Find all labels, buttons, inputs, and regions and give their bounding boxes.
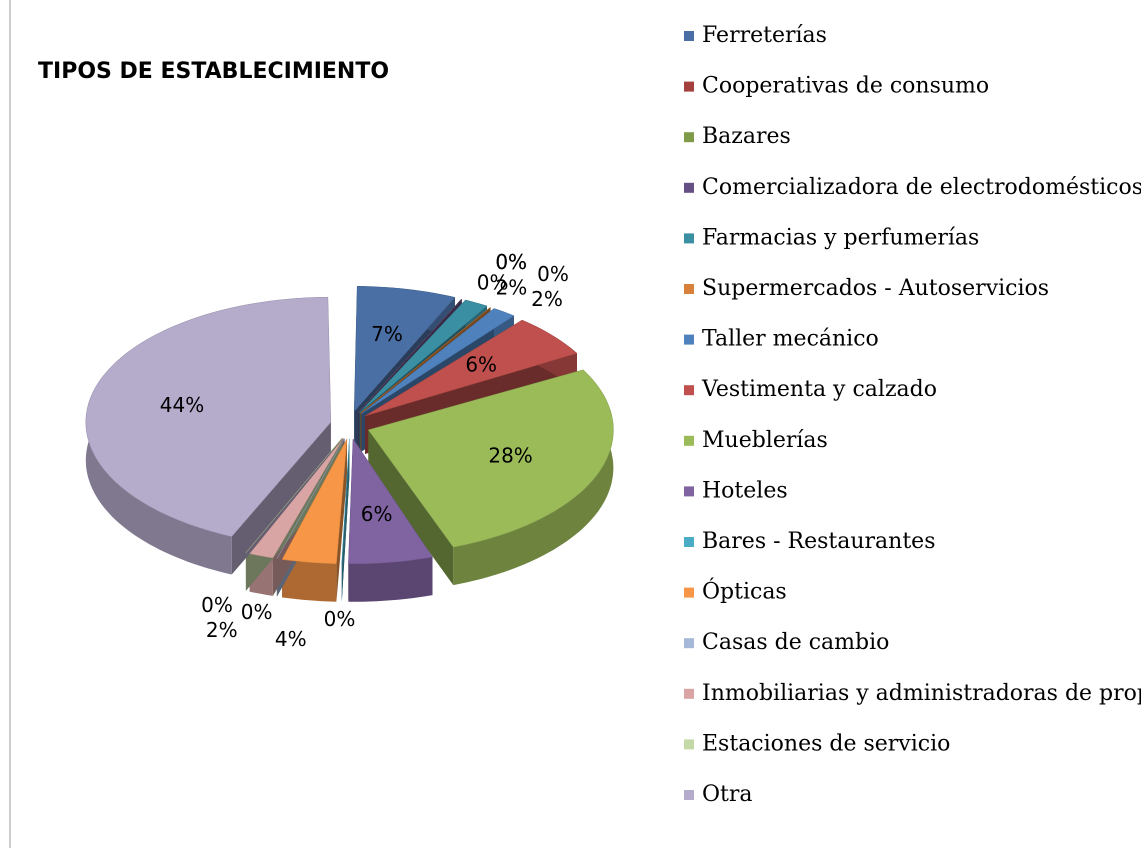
legend-label: Comercializadora de electrodomésticos bbox=[702, 175, 1141, 200]
data-label: 2% bbox=[531, 287, 563, 311]
data-label: 0% bbox=[324, 607, 356, 631]
data-label: 0% bbox=[495, 250, 527, 274]
legend-label: Farmacias y perfumerías bbox=[702, 225, 979, 250]
legend-label: Taller mecánico bbox=[702, 327, 879, 352]
legend-label: Hoteles bbox=[702, 478, 788, 503]
data-label: 0% bbox=[537, 262, 569, 286]
legend-label: Bares - Restaurantes bbox=[702, 529, 935, 554]
slice bbox=[358, 298, 462, 413]
legend-label: Cooperativas de consumo bbox=[702, 74, 989, 99]
legend-swatch bbox=[684, 182, 694, 193]
slice bbox=[361, 308, 515, 414]
data-labels: 7%0%0%0%2%0%2%6%28%6%0%4%0%2%0%44% bbox=[160, 250, 569, 651]
slice bbox=[353, 286, 456, 413]
data-label: 6% bbox=[361, 502, 393, 526]
slice bbox=[281, 438, 348, 564]
legend-label: Bazares bbox=[702, 124, 791, 149]
slice bbox=[348, 438, 433, 565]
data-label: 2% bbox=[206, 618, 238, 642]
legend-label: Supermercados - Autoservicios bbox=[702, 276, 1049, 301]
slice-edge bbox=[341, 438, 350, 602]
legend-swatch bbox=[684, 537, 694, 547]
legend-label: Mueblerías bbox=[702, 428, 828, 453]
slice-edge bbox=[231, 422, 331, 575]
legend-swatch bbox=[684, 81, 694, 92]
data-label: 0% bbox=[241, 600, 273, 624]
legend-label: Estaciones de servicio bbox=[702, 731, 950, 756]
legend-swatch bbox=[684, 587, 694, 598]
slice-side bbox=[453, 369, 614, 586]
slice-side bbox=[348, 557, 433, 602]
slice bbox=[245, 437, 343, 553]
legend-swatch bbox=[684, 132, 694, 143]
chart-title: TIPOS DE ESTABLECIMIENTO bbox=[38, 59, 389, 84]
legend-label: Inmobiliarias y administradoras de propi… bbox=[702, 681, 1141, 706]
slice bbox=[364, 319, 578, 417]
legend-label: Otra bbox=[702, 782, 753, 807]
legend-swatch bbox=[684, 688, 694, 699]
pie-tops bbox=[85, 286, 614, 565]
data-label: 0% bbox=[201, 593, 233, 617]
data-label: 0% bbox=[477, 271, 509, 295]
legend-swatch bbox=[684, 739, 694, 750]
data-label: 2% bbox=[496, 275, 528, 299]
slice bbox=[341, 438, 350, 564]
legend-swatch bbox=[684, 284, 694, 294]
legend-swatch bbox=[684, 233, 694, 244]
data-label: 6% bbox=[465, 353, 497, 377]
legend-swatch bbox=[684, 31, 694, 41]
legend-label: Vestimenta y calzado bbox=[701, 377, 937, 402]
legend-label: Ferreterías bbox=[702, 23, 827, 48]
legend: Ferreterías Cooperativas de consumo Bazare… bbox=[684, 23, 1141, 807]
legend-label: Casas de cambio bbox=[702, 630, 889, 655]
slice bbox=[85, 296, 332, 537]
slice bbox=[276, 438, 345, 559]
slice bbox=[360, 307, 491, 414]
legend-swatch bbox=[684, 385, 694, 396]
data-label: 44% bbox=[160, 393, 204, 417]
legend-swatch bbox=[684, 486, 694, 497]
legend-swatch bbox=[684, 638, 694, 649]
slice-edge bbox=[368, 429, 454, 586]
legend-label: Ópticas bbox=[702, 578, 787, 605]
data-label: 0% bbox=[495, 250, 527, 274]
slice-side bbox=[282, 559, 337, 602]
data-label: 28% bbox=[488, 444, 532, 468]
slice bbox=[359, 299, 488, 413]
legend-swatch bbox=[684, 435, 694, 446]
legend-swatch bbox=[684, 790, 694, 800]
data-label: 7% bbox=[371, 322, 403, 346]
data-label: 4% bbox=[275, 627, 307, 651]
slice bbox=[249, 438, 344, 559]
legend-swatch bbox=[684, 334, 694, 345]
slice bbox=[367, 369, 614, 548]
